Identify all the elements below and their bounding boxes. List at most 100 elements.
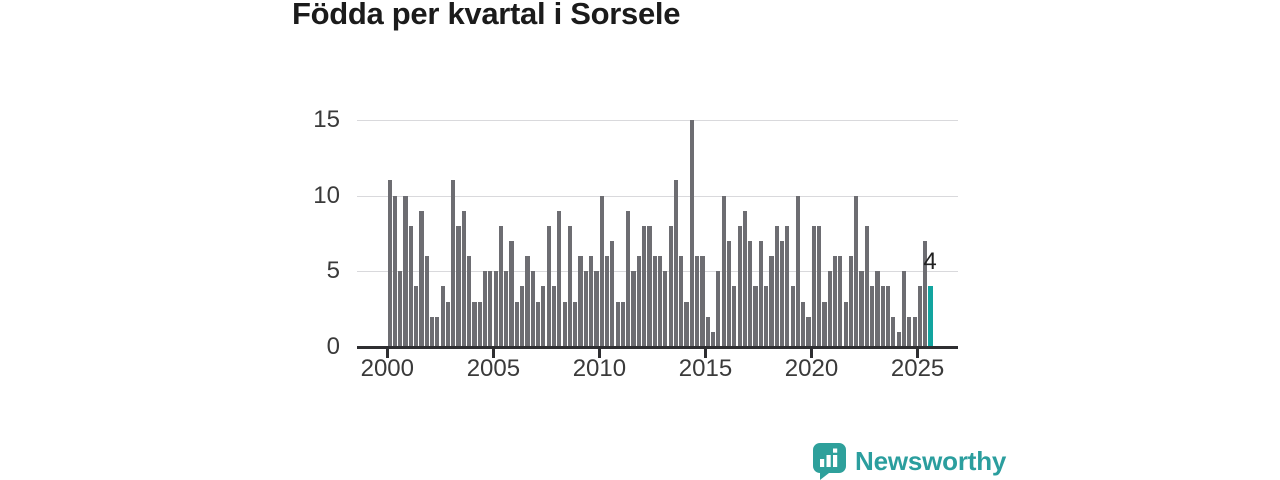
x-axis-line bbox=[357, 346, 958, 349]
x-axis-tick-label: 2010 bbox=[572, 355, 627, 382]
bar bbox=[461, 210, 466, 347]
bar bbox=[488, 271, 493, 347]
bar bbox=[626, 210, 631, 347]
x-axis-tickmark bbox=[810, 348, 813, 358]
bar bbox=[546, 225, 551, 347]
bar bbox=[445, 301, 451, 347]
newsworthy-logo[interactable]: Newsworthy bbox=[813, 442, 1006, 480]
bar-highlighted-latest bbox=[928, 286, 933, 347]
y-axis-tick-label: 15 bbox=[313, 105, 340, 133]
bar bbox=[424, 256, 429, 347]
y-axis-tick-label: 0 bbox=[326, 333, 340, 360]
latest-value-annotation: 4 bbox=[923, 248, 937, 275]
x-axis-tickmark bbox=[386, 348, 389, 358]
bar bbox=[525, 256, 530, 347]
bar bbox=[541, 286, 546, 347]
bar bbox=[673, 180, 679, 347]
x-axis-tick-label: 2000 bbox=[360, 355, 414, 382]
bar bbox=[482, 271, 488, 347]
x-axis-tickmark bbox=[704, 348, 707, 358]
y-gridline bbox=[357, 271, 958, 273]
bar bbox=[891, 316, 896, 347]
bar bbox=[477, 301, 482, 347]
bar bbox=[557, 210, 562, 347]
bar bbox=[748, 241, 753, 347]
bar bbox=[610, 241, 615, 347]
bar bbox=[573, 301, 578, 347]
bar bbox=[535, 301, 541, 347]
bar bbox=[827, 271, 832, 347]
bar bbox=[917, 286, 922, 347]
bar bbox=[912, 316, 917, 347]
bar bbox=[493, 271, 498, 347]
bar bbox=[684, 301, 689, 347]
x-axis-tickmark bbox=[598, 348, 601, 358]
bar bbox=[838, 256, 843, 347]
bar bbox=[514, 301, 519, 347]
bar bbox=[403, 195, 408, 347]
bar bbox=[885, 286, 891, 347]
bar bbox=[456, 225, 461, 347]
bar bbox=[758, 241, 763, 347]
bar bbox=[647, 225, 652, 347]
bar bbox=[843, 301, 848, 347]
bar bbox=[801, 301, 806, 347]
bar bbox=[435, 316, 440, 347]
bar bbox=[710, 331, 716, 347]
x-axis-tick-label: 2015 bbox=[678, 355, 733, 382]
y-gridline bbox=[357, 119, 958, 121]
bar bbox=[859, 271, 864, 347]
bar bbox=[721, 195, 726, 347]
bar bbox=[832, 256, 838, 347]
x-axis-tick-label: 2005 bbox=[466, 355, 521, 382]
bar bbox=[604, 256, 610, 347]
y-axis-tick-label: 5 bbox=[326, 257, 340, 285]
x-axis-tickmark bbox=[916, 348, 919, 358]
bar bbox=[742, 210, 747, 347]
bar bbox=[419, 210, 424, 347]
x-axis-tick-label: 2025 bbox=[890, 355, 945, 382]
bar bbox=[472, 301, 477, 347]
bar bbox=[429, 316, 435, 347]
bar bbox=[923, 241, 928, 347]
bar bbox=[790, 286, 795, 347]
bar bbox=[907, 316, 912, 347]
bar bbox=[679, 256, 684, 347]
x-axis-tick-label: 2020 bbox=[784, 355, 839, 382]
bar bbox=[467, 256, 472, 347]
bar bbox=[795, 195, 801, 347]
bar bbox=[652, 256, 657, 347]
bar bbox=[811, 225, 816, 347]
bar bbox=[726, 241, 732, 347]
bar bbox=[408, 225, 413, 347]
bar bbox=[451, 180, 456, 347]
bar bbox=[785, 225, 790, 347]
bar bbox=[822, 301, 827, 347]
bar bbox=[779, 241, 785, 347]
bar bbox=[599, 195, 604, 347]
bar bbox=[392, 195, 397, 347]
bar bbox=[642, 225, 647, 347]
bar bbox=[817, 225, 822, 347]
bar bbox=[562, 301, 567, 347]
bar bbox=[631, 271, 636, 347]
bar bbox=[509, 241, 514, 347]
y-gridline bbox=[357, 195, 958, 197]
bar bbox=[737, 225, 742, 347]
bar bbox=[806, 316, 811, 347]
bar bbox=[657, 256, 663, 347]
bar bbox=[705, 316, 710, 347]
bar bbox=[594, 271, 599, 347]
bar bbox=[440, 286, 445, 347]
bar bbox=[583, 271, 588, 347]
bar bbox=[589, 256, 594, 347]
bar bbox=[578, 256, 583, 347]
bar bbox=[387, 180, 392, 347]
bar bbox=[716, 271, 721, 347]
bar bbox=[398, 271, 403, 347]
bar bbox=[520, 286, 525, 347]
y-axis-tick-label: 10 bbox=[313, 181, 340, 209]
bar bbox=[551, 286, 557, 347]
newsworthy-logo-icon bbox=[813, 442, 846, 480]
